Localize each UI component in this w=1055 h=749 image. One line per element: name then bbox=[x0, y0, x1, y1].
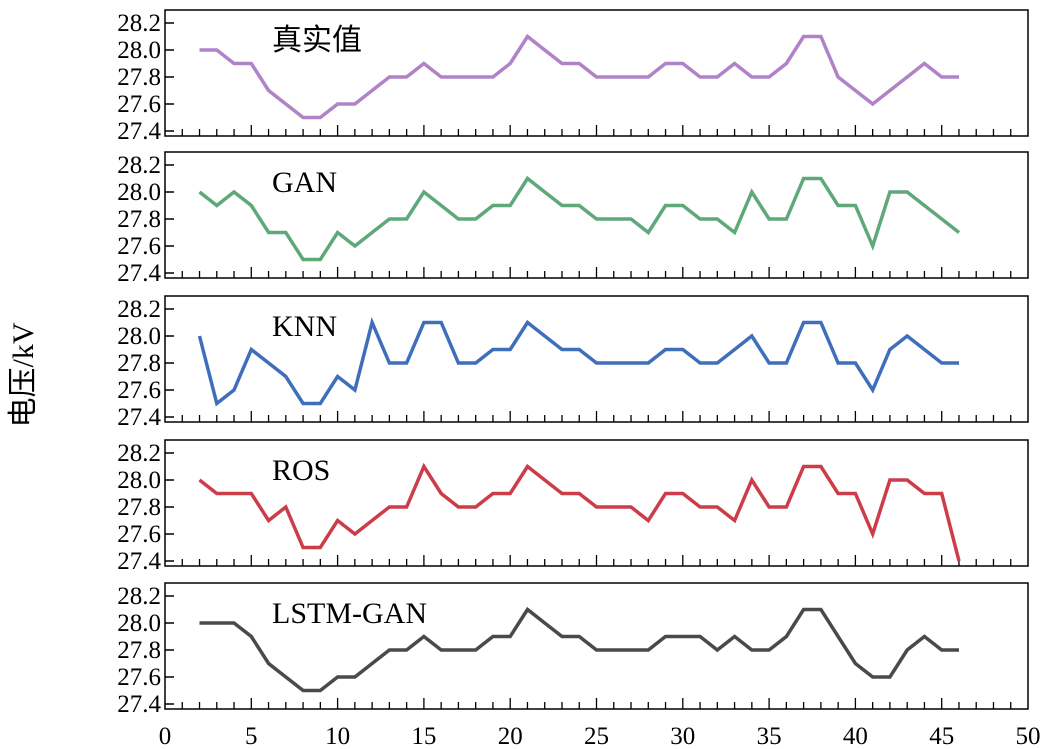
series-line-ros bbox=[198, 462, 961, 562]
y-axis-label: 电压/kV bbox=[7, 322, 40, 427]
series-line-- bbox=[199, 33, 959, 120]
series-label-knn: KNN bbox=[272, 310, 337, 343]
y-tick-label: 27.8 bbox=[117, 494, 161, 521]
y-tick-label: 27.4 bbox=[117, 404, 161, 431]
y-tick-label: 27.8 bbox=[117, 637, 161, 664]
y-tick-label: 27.8 bbox=[117, 206, 161, 233]
y-tick-label: 28.2 bbox=[117, 152, 161, 179]
series-line-knn bbox=[197, 317, 959, 407]
y-tick-label: 28.2 bbox=[117, 296, 161, 323]
y-tick-label: 27.4 bbox=[117, 260, 161, 287]
series-line-gan bbox=[198, 175, 961, 262]
y-tick-label: 27.6 bbox=[117, 91, 161, 118]
x-tick-label: 20 bbox=[498, 723, 523, 749]
x-tick-label: 25 bbox=[584, 723, 609, 749]
x-tick-label: 10 bbox=[325, 723, 350, 749]
x-tick-label: 35 bbox=[757, 723, 782, 749]
y-tick-label: 27.6 bbox=[117, 377, 161, 404]
x-tick-label: 50 bbox=[1016, 723, 1041, 749]
y-tick-label: 27.8 bbox=[117, 64, 161, 91]
y-tick-label: 28.0 bbox=[117, 179, 161, 206]
series-label-lstm-gan: LSTM-GAN bbox=[272, 597, 427, 630]
y-tick-label: 28.2 bbox=[117, 583, 161, 610]
series-label--: 真实值 bbox=[272, 24, 362, 57]
y-tick-label: 27.8 bbox=[117, 350, 161, 377]
y-tick-label: 27.4 bbox=[117, 691, 161, 718]
series-label-gan: GAN bbox=[272, 166, 337, 199]
x-tick-label: 30 bbox=[670, 723, 695, 749]
x-tick-label: 15 bbox=[411, 723, 436, 749]
y-tick-label: 27.6 bbox=[117, 521, 161, 548]
series-line-lstm-gan bbox=[199, 606, 959, 693]
y-tick-label: 27.4 bbox=[117, 118, 161, 145]
series-label-ros: ROS bbox=[272, 454, 330, 487]
y-tick-label: 28.2 bbox=[117, 440, 161, 467]
x-tick-label: 45 bbox=[929, 723, 954, 749]
y-tick-label: 28.0 bbox=[117, 323, 161, 350]
y-tick-label: 27.6 bbox=[117, 664, 161, 691]
x-tick-label: 0 bbox=[159, 723, 172, 749]
y-tick-label: 28.0 bbox=[117, 37, 161, 64]
x-tick-label: 40 bbox=[843, 723, 868, 749]
y-tick-label: 28.0 bbox=[117, 610, 161, 637]
x-tick-label: 5 bbox=[245, 723, 258, 749]
y-tick-label: 28.2 bbox=[117, 10, 161, 37]
y-tick-label: 28.0 bbox=[117, 467, 161, 494]
y-tick-label: 27.6 bbox=[117, 233, 161, 260]
y-tick-label: 27.4 bbox=[117, 548, 161, 575]
